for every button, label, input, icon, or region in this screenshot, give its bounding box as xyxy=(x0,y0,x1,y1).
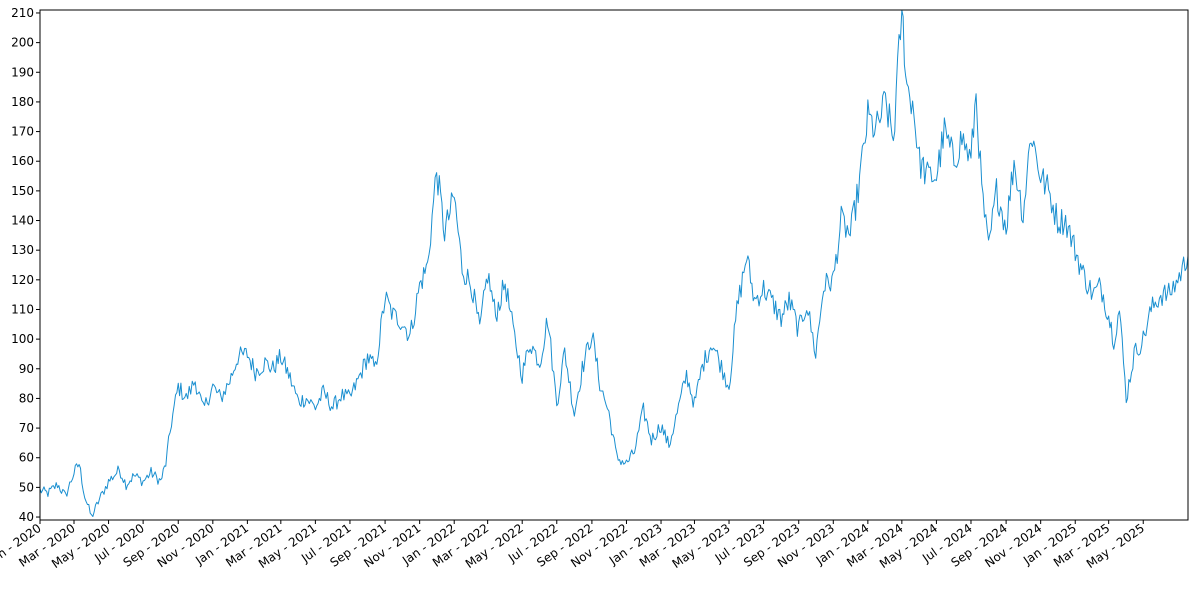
plot-area xyxy=(40,10,1188,520)
y-tick-label: 60 xyxy=(19,451,34,465)
y-tick-label: 100 xyxy=(11,332,34,346)
series-line xyxy=(39,9,1189,518)
y-tick-label: 40 xyxy=(19,510,34,524)
y-axis: 40 50 60 70 80 90 100 110 120 130 140 150 160 170 180 1… xyxy=(11,6,40,524)
y-tick-label: 70 xyxy=(19,421,34,435)
y-tick-label: 150 xyxy=(11,184,34,198)
y-tick-label: 200 xyxy=(11,36,34,50)
y-tick-label: 140 xyxy=(11,214,34,228)
plot-frame xyxy=(39,9,1189,521)
y-tick-label: 160 xyxy=(11,154,34,168)
y-tick-label: 50 xyxy=(19,480,34,494)
y-tick-label: 90 xyxy=(19,362,34,376)
y-tick-label: 190 xyxy=(11,65,34,79)
y-tick-label: 120 xyxy=(11,273,34,287)
y-tick-label: 110 xyxy=(11,302,34,316)
y-tick-label: 80 xyxy=(19,391,34,405)
y-tick-label: 170 xyxy=(11,125,34,139)
y-tick-label: 210 xyxy=(11,6,34,20)
y-tick-label: 130 xyxy=(11,243,34,257)
y-tick-label: 180 xyxy=(11,95,34,109)
